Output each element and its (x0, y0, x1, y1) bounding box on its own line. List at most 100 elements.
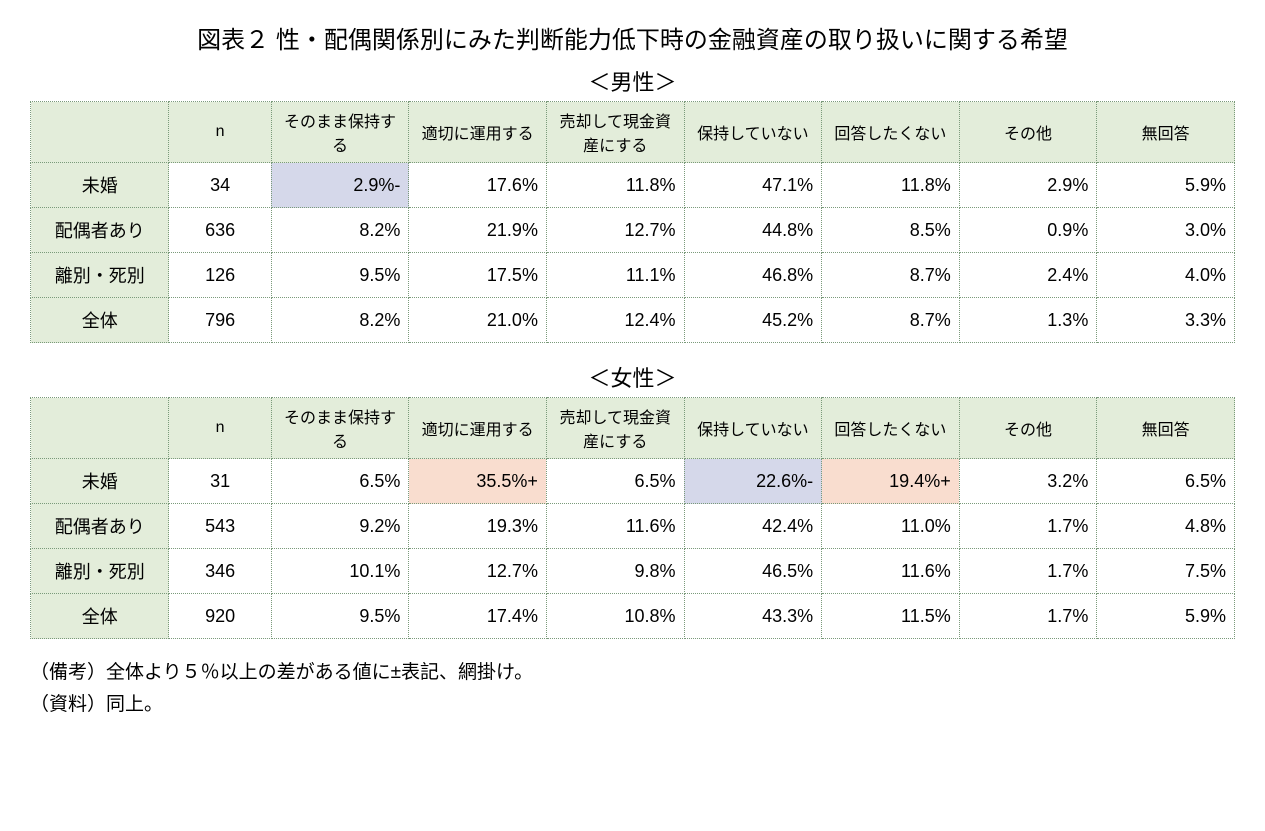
col-na: 無回答 (1097, 398, 1235, 459)
cell-value: 9.5% (271, 253, 409, 298)
cell-value: 8.7% (822, 298, 960, 343)
cell-value: 6.5% (1097, 459, 1235, 504)
cell-value: 12.7% (409, 549, 547, 594)
cell-value: 4.8% (1097, 504, 1235, 549)
table-header-row: n そのまま保持する 適切に運用する 売却して現金資産にする 保持していない 回… (31, 102, 1235, 163)
cell-value: 10.1% (271, 549, 409, 594)
row-label: 未婚 (31, 459, 169, 504)
cell-n: 31 (169, 459, 271, 504)
cell-value: 8.2% (271, 298, 409, 343)
cell-n: 920 (169, 594, 271, 639)
col-sell: 売却して現金資産にする (546, 102, 684, 163)
row-label: 配偶者あり (31, 208, 169, 253)
col-blank (31, 102, 169, 163)
table-row: 離別・死別 126 9.5% 17.5% 11.1% 46.8% 8.7% 2.… (31, 253, 1235, 298)
cell-n: 34 (169, 163, 271, 208)
cell-value: 42.4% (684, 504, 822, 549)
cell-value: 9.2% (271, 504, 409, 549)
cell-value: 6.5% (271, 459, 409, 504)
col-none: 保持していない (684, 102, 822, 163)
col-other: その他 (959, 398, 1097, 459)
cell-value: 46.8% (684, 253, 822, 298)
cell-value: 17.4% (409, 594, 547, 639)
cell-value: 22.6%- (684, 459, 822, 504)
cell-value: 11.8% (546, 163, 684, 208)
cell-value: 47.1% (684, 163, 822, 208)
table-row: 全体 920 9.5% 17.4% 10.8% 43.3% 11.5% 1.7%… (31, 594, 1235, 639)
cell-value: 43.3% (684, 594, 822, 639)
col-sell: 売却して現金資産にする (546, 398, 684, 459)
cell-value: 11.6% (822, 549, 960, 594)
cell-value: 17.5% (409, 253, 547, 298)
figure-title: 図表２ 性・配偶関係別にみた判断能力低下時の金融資産の取り扱いに関する希望 (30, 20, 1235, 55)
cell-value: 19.3% (409, 504, 547, 549)
cell-value: 3.2% (959, 459, 1097, 504)
cell-value: 35.5%+ (409, 459, 547, 504)
col-keep: そのまま保持する (271, 398, 409, 459)
subtitle-male: ＜男性＞ (30, 65, 1235, 97)
row-label: 配偶者あり (31, 504, 169, 549)
cell-value: 2.9%- (271, 163, 409, 208)
cell-value: 11.1% (546, 253, 684, 298)
table-header-row: n そのまま保持する 適切に運用する 売却して現金資産にする 保持していない 回… (31, 398, 1235, 459)
cell-value: 8.7% (822, 253, 960, 298)
col-manage: 適切に運用する (409, 398, 547, 459)
cell-value: 8.2% (271, 208, 409, 253)
row-label: 未婚 (31, 163, 169, 208)
cell-value: 3.3% (1097, 298, 1235, 343)
cell-value: 12.7% (546, 208, 684, 253)
notes: （備考）全体より５％以上の差がある値に±表記、網掛け。 （資料）同上。 (30, 657, 1235, 722)
cell-value: 9.8% (546, 549, 684, 594)
cell-value: 45.2% (684, 298, 822, 343)
cell-value: 2.4% (959, 253, 1097, 298)
cell-value: 1.3% (959, 298, 1097, 343)
table-female: n そのまま保持する 適切に運用する 売却して現金資産にする 保持していない 回… (30, 397, 1235, 639)
subtitle-female: ＜女性＞ (30, 361, 1235, 393)
cell-n: 346 (169, 549, 271, 594)
cell-value: 1.7% (959, 594, 1097, 639)
col-manage: 適切に運用する (409, 102, 547, 163)
cell-value: 44.8% (684, 208, 822, 253)
cell-value: 11.6% (546, 504, 684, 549)
cell-value: 9.5% (271, 594, 409, 639)
cell-value: 21.9% (409, 208, 547, 253)
cell-value: 5.9% (1097, 163, 1235, 208)
cell-value: 12.4% (546, 298, 684, 343)
note-source: （資料）同上。 (30, 689, 1235, 721)
cell-value: 7.5% (1097, 549, 1235, 594)
row-label: 全体 (31, 298, 169, 343)
table-row: 離別・死別 346 10.1% 12.7% 9.8% 46.5% 11.6% 1… (31, 549, 1235, 594)
cell-n: 543 (169, 504, 271, 549)
cell-value: 4.0% (1097, 253, 1235, 298)
note-remark: （備考）全体より５％以上の差がある値に±表記、網掛け。 (30, 657, 1235, 689)
col-blank (31, 398, 169, 459)
row-label: 離別・死別 (31, 549, 169, 594)
cell-value: 1.7% (959, 504, 1097, 549)
cell-value: 21.0% (409, 298, 547, 343)
col-noanswer: 回答したくない (822, 398, 960, 459)
cell-value: 1.7% (959, 549, 1097, 594)
cell-value: 5.9% (1097, 594, 1235, 639)
cell-value: 11.0% (822, 504, 960, 549)
table-row: 未婚 31 6.5% 35.5%+ 6.5% 22.6%- 19.4%+ 3.2… (31, 459, 1235, 504)
cell-value: 0.9% (959, 208, 1097, 253)
col-keep: そのまま保持する (271, 102, 409, 163)
table-row: 配偶者あり 543 9.2% 19.3% 11.6% 42.4% 11.0% 1… (31, 504, 1235, 549)
col-n: n (169, 398, 271, 459)
col-noanswer: 回答したくない (822, 102, 960, 163)
col-na: 無回答 (1097, 102, 1235, 163)
table-row: 配偶者あり 636 8.2% 21.9% 12.7% 44.8% 8.5% 0.… (31, 208, 1235, 253)
cell-value: 19.4%+ (822, 459, 960, 504)
table-row: 全体 796 8.2% 21.0% 12.4% 45.2% 8.7% 1.3% … (31, 298, 1235, 343)
col-none: 保持していない (684, 398, 822, 459)
cell-n: 126 (169, 253, 271, 298)
table-row: 未婚 34 2.9%- 17.6% 11.8% 47.1% 11.8% 2.9%… (31, 163, 1235, 208)
row-label: 離別・死別 (31, 253, 169, 298)
cell-value: 11.8% (822, 163, 960, 208)
cell-value: 17.6% (409, 163, 547, 208)
cell-value: 11.5% (822, 594, 960, 639)
cell-value: 8.5% (822, 208, 960, 253)
row-label: 全体 (31, 594, 169, 639)
col-n: n (169, 102, 271, 163)
cell-value: 6.5% (546, 459, 684, 504)
